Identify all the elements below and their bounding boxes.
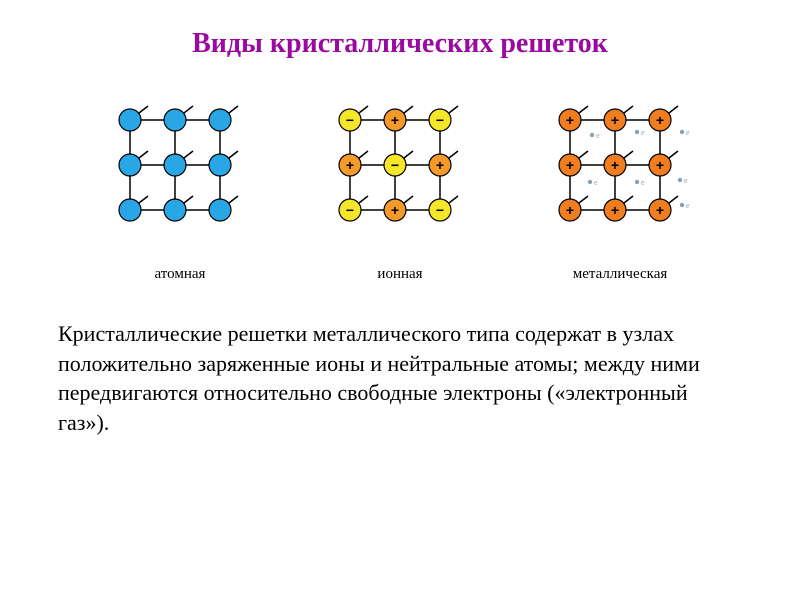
svg-text:+: + xyxy=(346,157,354,173)
lattice-svg-atomic xyxy=(100,90,260,250)
svg-text:e: e xyxy=(686,201,690,210)
svg-text:+: + xyxy=(656,157,664,173)
svg-text:+: + xyxy=(566,112,574,128)
lattice-ionic: − + − + − + − + − ионная xyxy=(320,90,480,283)
svg-text:e: e xyxy=(684,176,688,185)
svg-text:−: − xyxy=(436,202,444,218)
svg-text:e: e xyxy=(641,178,645,187)
svg-text:+: + xyxy=(656,202,664,218)
svg-text:e: e xyxy=(641,128,645,137)
lattice-svg-metallic: e e e e e e e + + + + + + + + + xyxy=(540,90,700,250)
lattice-metallic: e e e e e e e + + + + + + + + + металлическая xyxy=(540,90,700,283)
svg-text:+: + xyxy=(566,157,574,173)
svg-text:+: + xyxy=(611,112,619,128)
lattice-svg-ionic: − + − + − + − + − xyxy=(320,90,480,250)
svg-text:e: e xyxy=(686,128,690,137)
description-text: Кристаллические решетки металлического т… xyxy=(0,283,800,438)
lattice-label-atomic: атомная xyxy=(155,266,206,283)
lattice-label-metallic: металлическая xyxy=(573,266,668,283)
svg-text:+: + xyxy=(611,157,619,173)
svg-text:+: + xyxy=(656,112,664,128)
lattice-atomic: атомная xyxy=(100,90,260,283)
svg-text:+: + xyxy=(566,202,574,218)
lattice-label-ionic: ионная xyxy=(377,266,422,283)
svg-text:+: + xyxy=(611,202,619,218)
svg-text:e: e xyxy=(594,178,598,187)
svg-text:−: − xyxy=(346,202,354,218)
svg-text:−: − xyxy=(346,112,354,128)
svg-text:−: − xyxy=(436,112,444,128)
svg-text:+: + xyxy=(391,112,399,128)
svg-text:−: − xyxy=(391,157,399,173)
svg-text:+: + xyxy=(436,157,444,173)
lattices-row: атомная − + − + − + − + − ионная e e e e e e e + + + + + + + + + ме… xyxy=(0,90,800,283)
svg-text:+: + xyxy=(391,202,399,218)
page-title: Виды кристаллических решеток xyxy=(0,0,800,70)
svg-text:e: e xyxy=(596,131,600,140)
